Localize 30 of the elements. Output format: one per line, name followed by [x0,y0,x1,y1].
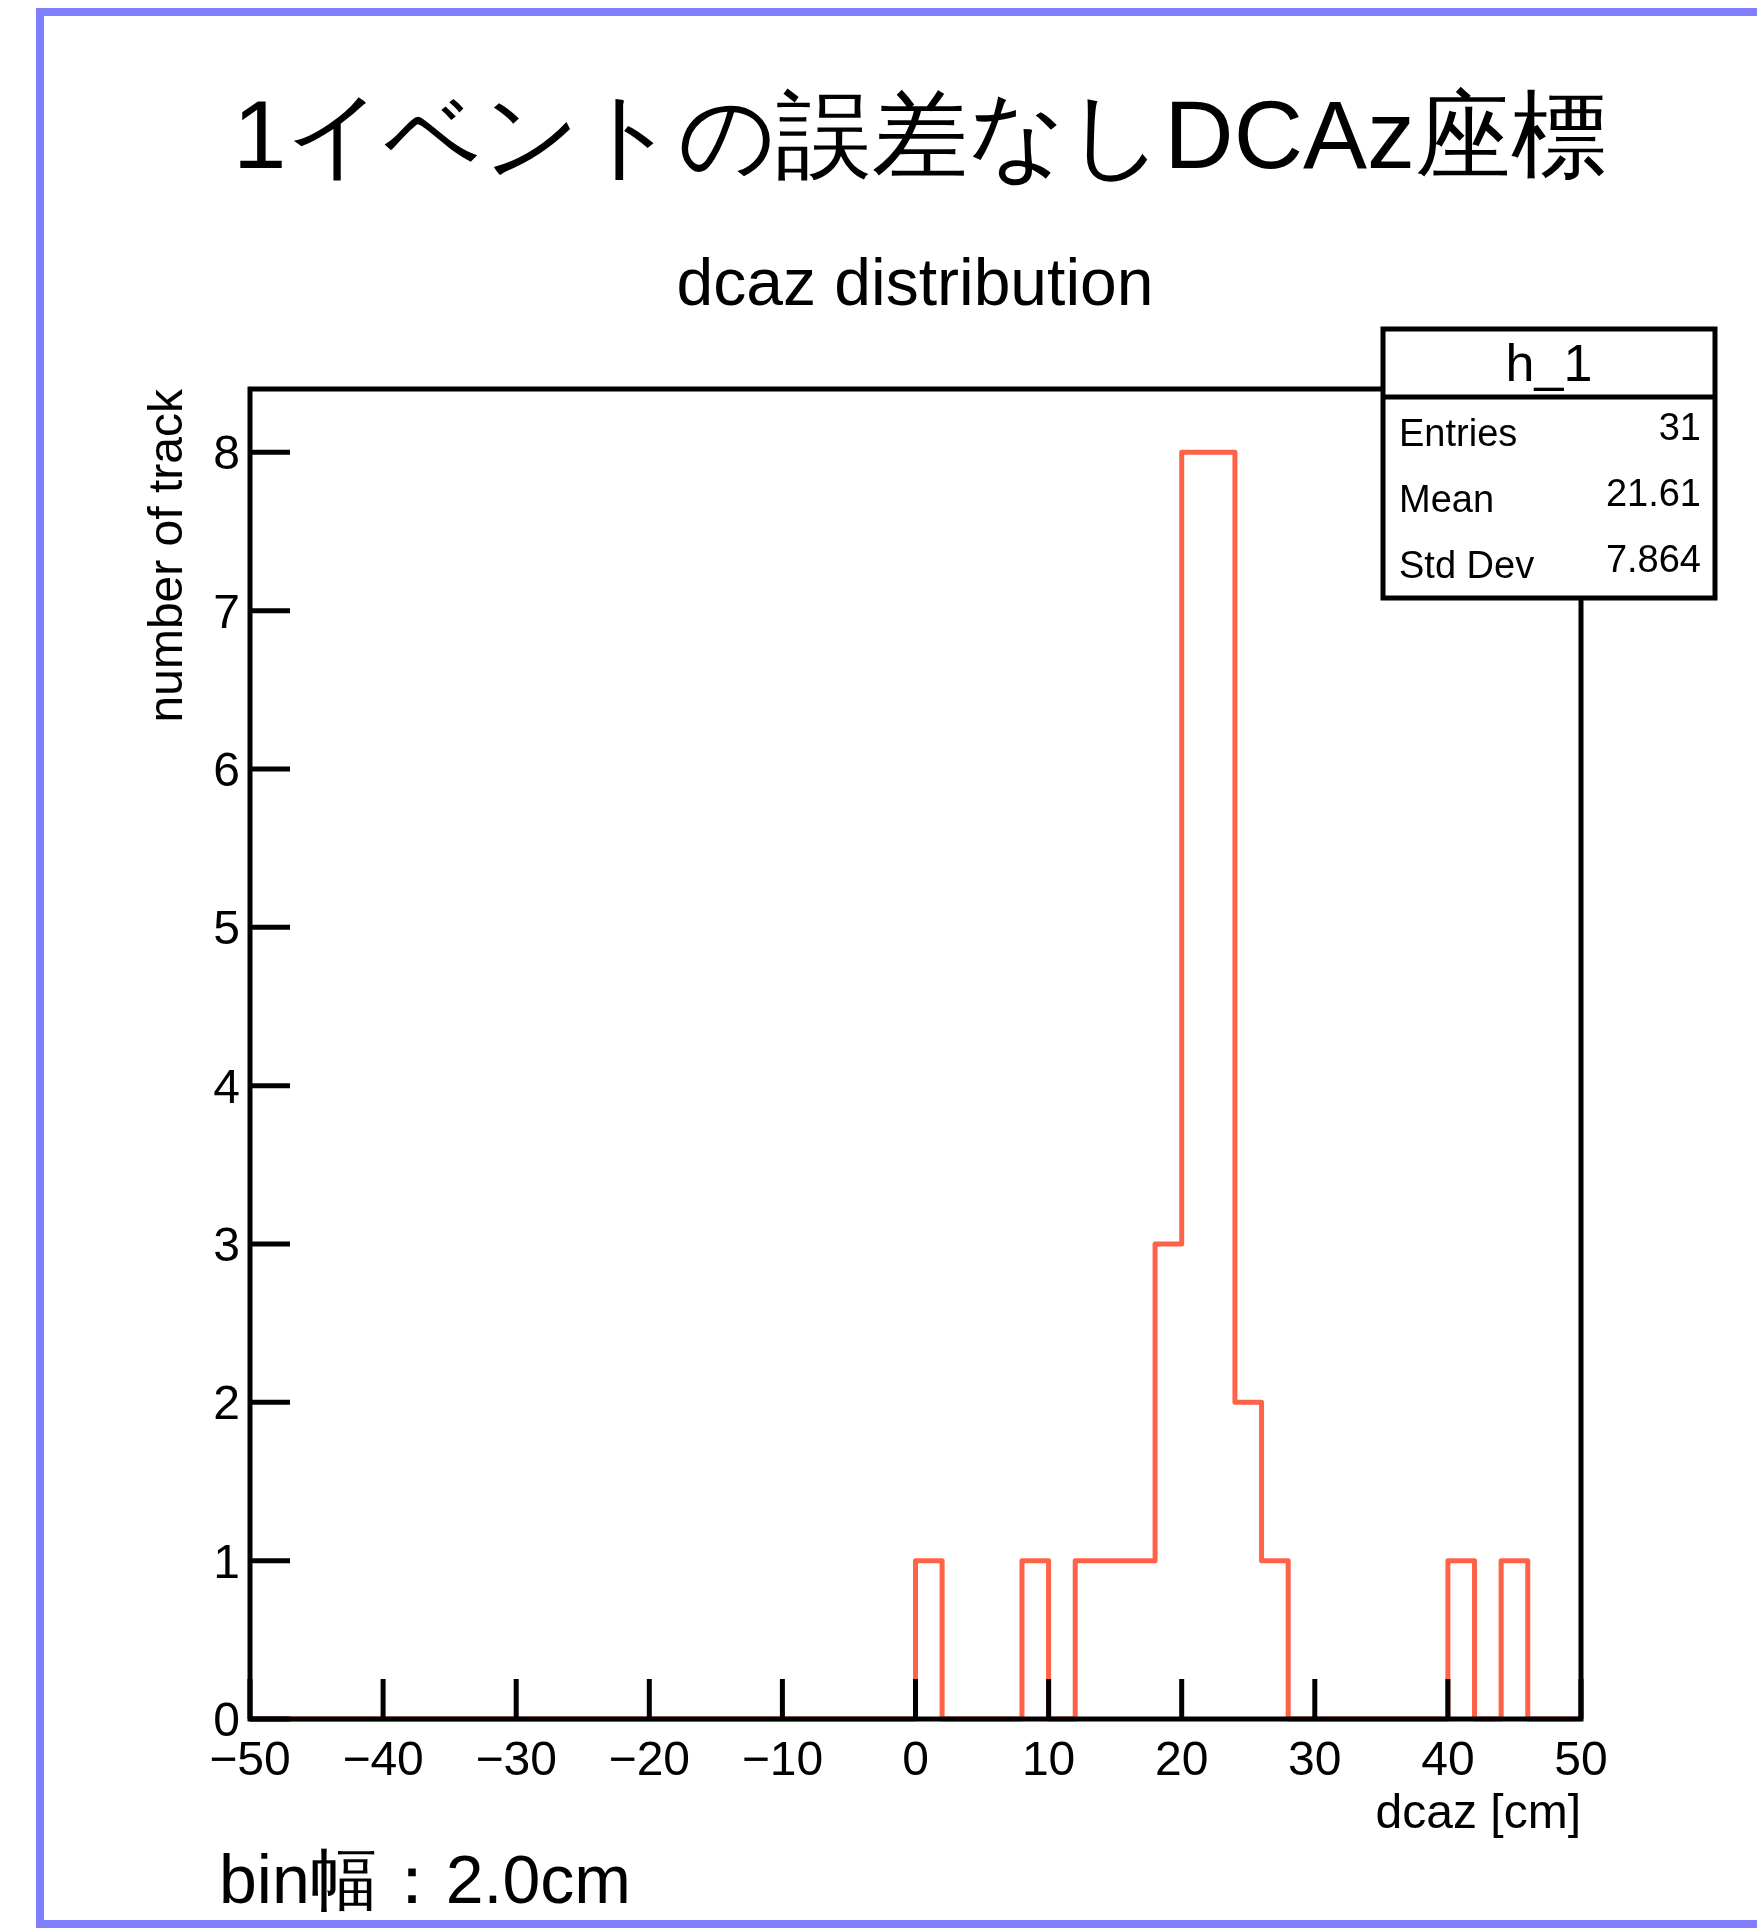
x-tick-label: −30 [475,1732,557,1785]
x-tick-label: −10 [741,1732,824,1785]
y-tick-label: 7 [213,584,240,638]
annotation: h_1 [1505,334,1593,392]
text: 31 [1658,406,1701,448]
annotation: Std Dev [1399,544,1535,586]
y-axis-title: number of track [139,388,192,723]
x-tick-label: −40 [342,1732,424,1785]
x-axis-title: dcaz [cm] [1375,1785,1581,1838]
text: 21.61 [1605,472,1701,514]
y-tick-label: 6 [213,743,240,796]
y-tick-label: 2 [213,1376,240,1430]
text: 7.864 [1605,538,1701,580]
y-tick-label: 3 [213,1218,240,1271]
x-tick-label: 50 [1554,1732,1608,1785]
annotation: Mean [1399,478,1495,520]
y-tick-label: 5 [213,901,240,955]
x-tick-label: 20 [1155,1732,1209,1785]
y-tick-label: 4 [213,1059,240,1113]
x-tick-label: 40 [1421,1732,1475,1785]
x-tick-label: 10 [1021,1732,1076,1785]
x-tick-label: 30 [1288,1732,1342,1785]
text: bin幅：2.0cm [219,1841,631,1917]
x-tick-label: 0 [902,1732,929,1785]
chart-title: 1イベントの誤差なしDCAz座標 [232,81,1608,188]
y-tick-label: 8 [213,426,240,480]
x-tick-label: −20 [608,1732,691,1785]
chart-subtitle: dcaz distribution [676,245,1154,319]
y-tick-label: 1 [213,1534,240,1588]
annotation: Entries [1399,412,1518,454]
